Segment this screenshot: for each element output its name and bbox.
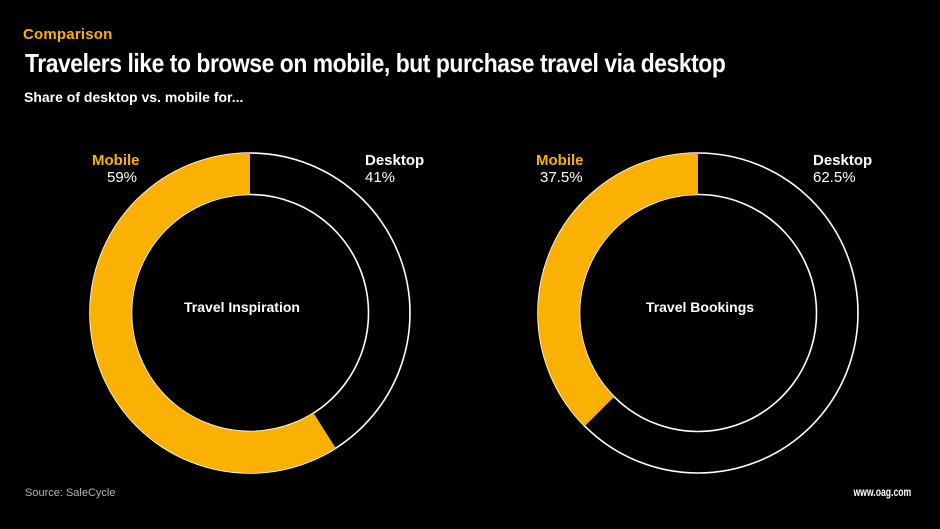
svg-text:Travel Inspiration: Travel Inspiration bbox=[184, 299, 300, 315]
svg-text:Mobile: Mobile bbox=[536, 152, 584, 169]
svg-text:Travel Bookings: Travel Bookings bbox=[646, 299, 754, 315]
svg-text:Desktop: Desktop bbox=[365, 152, 424, 169]
svg-text:Mobile: Mobile bbox=[92, 152, 140, 169]
svg-text:59%: 59% bbox=[107, 169, 137, 186]
svg-text:37.5%: 37.5% bbox=[540, 169, 583, 186]
svg-text:62.5%: 62.5% bbox=[813, 169, 856, 186]
svg-text:41%: 41% bbox=[365, 169, 395, 186]
svg-text:Desktop: Desktop bbox=[813, 152, 872, 169]
